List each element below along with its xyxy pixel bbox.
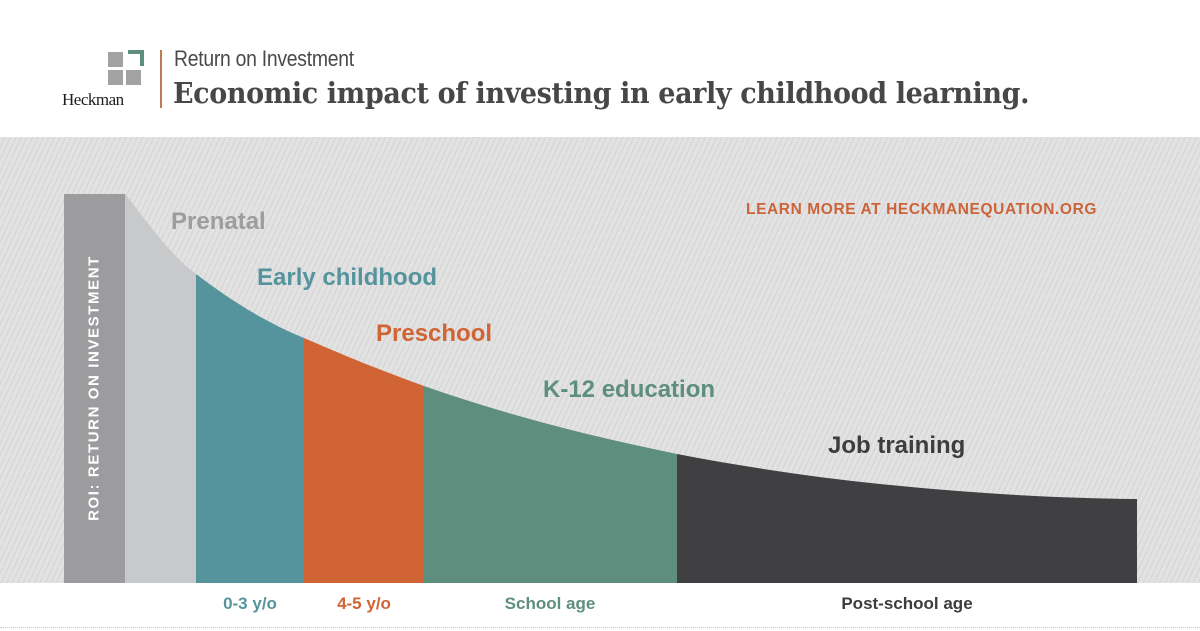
segment-preschool <box>304 338 424 583</box>
label-preschool: Preschool <box>376 320 493 347</box>
label-early-childhood: Early childhood <box>257 264 438 291</box>
subtitle: Return on Investment <box>174 46 354 71</box>
x-label-school-age: School age <box>504 594 596 613</box>
label-job-training: Job training <box>828 432 966 459</box>
heckman-logo[interactable]: Heckman <box>62 48 158 112</box>
segment-k12 <box>424 386 677 583</box>
logo-corner-bracket-icon <box>128 50 144 66</box>
segment-job-training <box>677 454 1137 583</box>
roi-axis-bar <box>64 194 125 583</box>
page-title: Economic impact of investing in early ch… <box>173 76 1030 110</box>
learn-more-link[interactable]: LEARN MORE AT HECKMANEQUATION.ORG <box>746 201 1098 218</box>
x-label-0-3: 0-3 y/o <box>223 594 277 613</box>
logo-square-icon <box>126 70 141 85</box>
segment-prenatal <box>125 194 196 583</box>
x-label-post-school: Post-school age <box>841 594 973 613</box>
header: Heckman Return on Investment Economic im… <box>0 0 1200 137</box>
label-prenatal: Prenatal <box>171 208 266 235</box>
bottom-dotted-rule <box>0 627 1200 628</box>
x-label-4-5: 4-5 y/o <box>337 594 391 613</box>
brand-name: Heckman <box>62 90 124 109</box>
label-k12: K-12 education <box>543 376 716 403</box>
y-axis-label: ROI: RETURN ON INVESTMENT <box>85 255 103 521</box>
logo-square-icon <box>108 52 123 67</box>
segment-early-childhood <box>196 274 304 583</box>
header-divider <box>160 50 162 108</box>
logo-square-icon <box>108 70 123 85</box>
